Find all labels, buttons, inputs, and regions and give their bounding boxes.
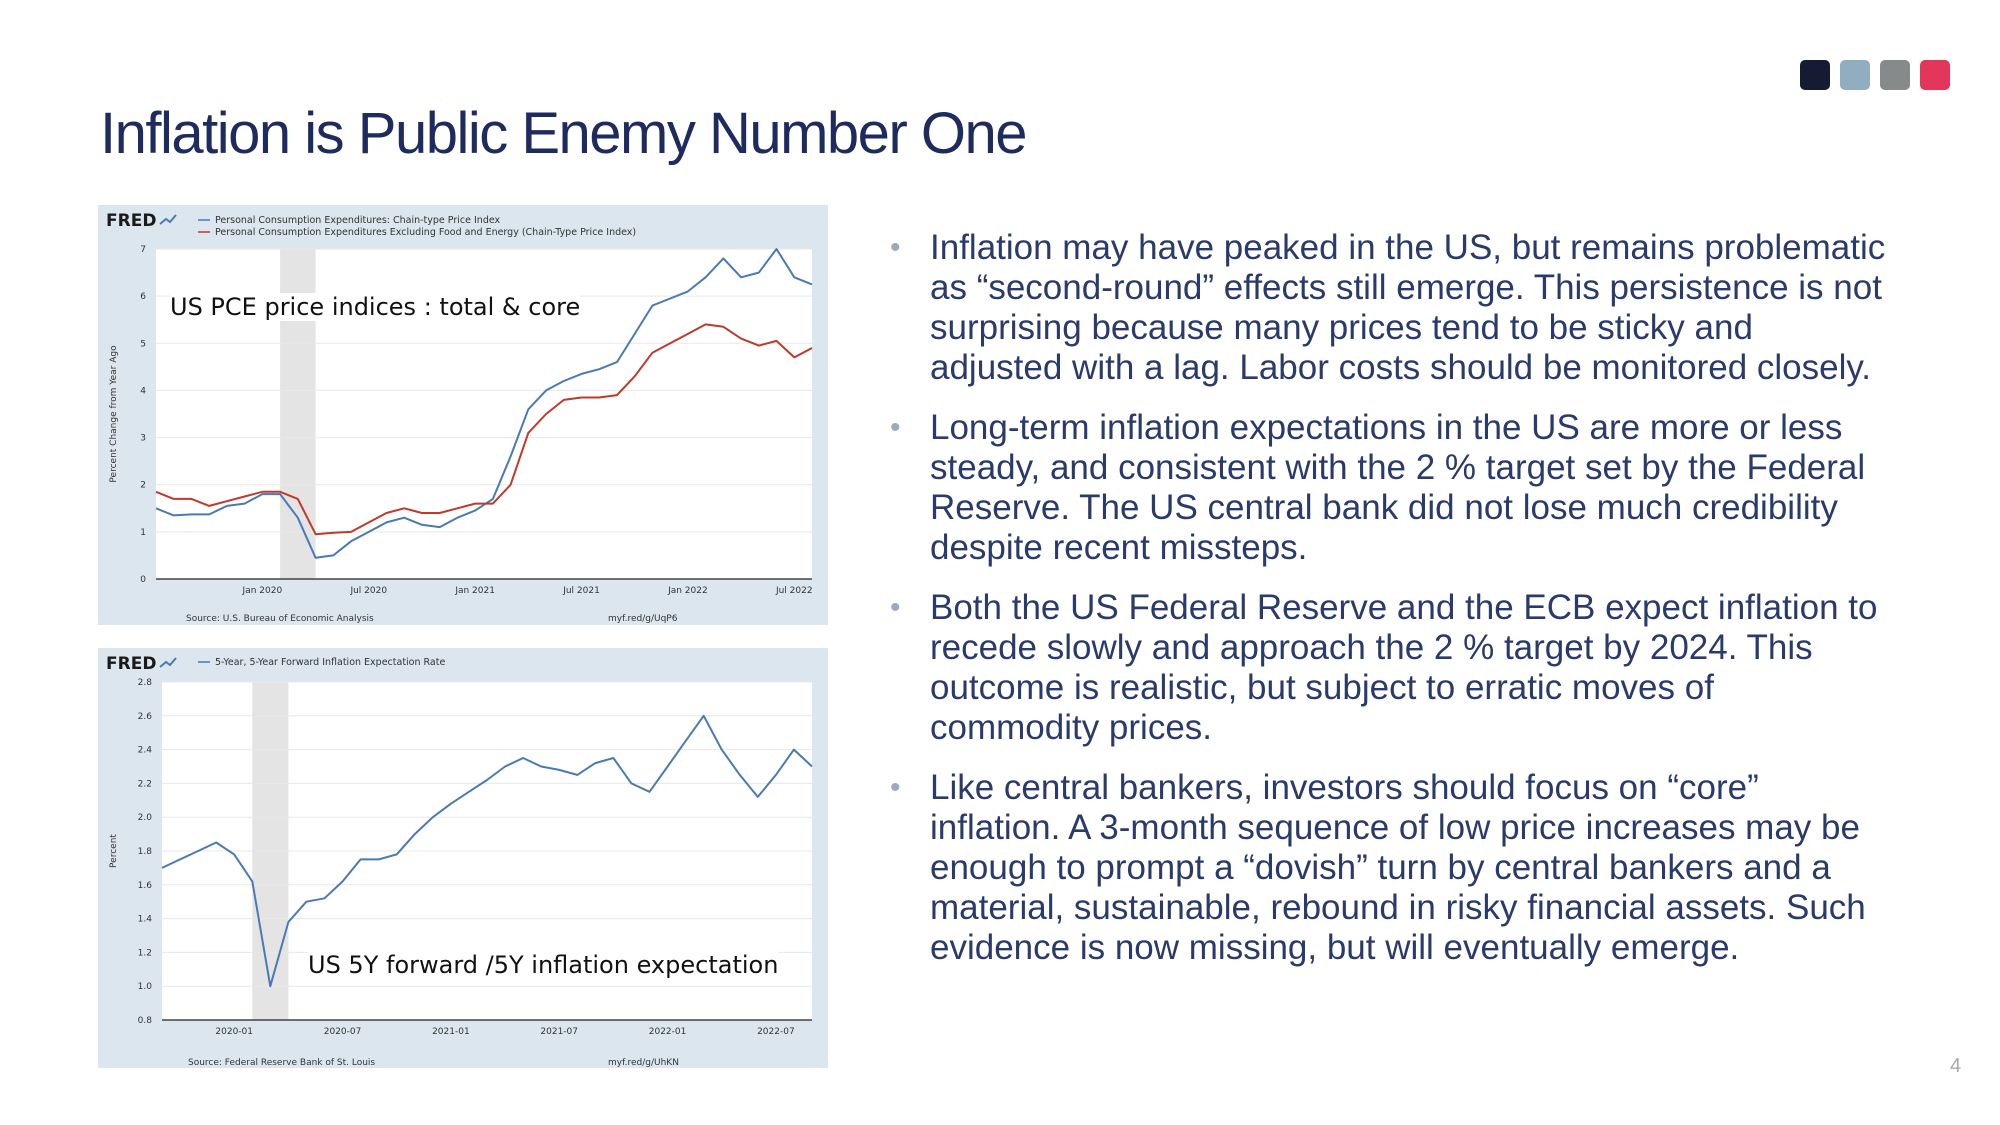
bullet-text: Like central bankers, investors should f…	[930, 768, 1866, 967]
pce-chart-legend-label: Personal Consumption Expenditures Exclud…	[215, 227, 636, 238]
inflation-expectation-chart-y-tick-label: 0.8	[138, 1016, 153, 1026]
inflation-expectation-chart-y-tick-label: 1.4	[138, 915, 153, 925]
pce-chart-x-tick-label: Jan 2022	[667, 586, 708, 596]
inflation-expectation-chart-caption: US 5Y forward /5Y inflation expectation	[308, 951, 779, 979]
pce-chart-y-tick-label: 1	[140, 528, 146, 538]
pce-chart-svg: FRED Personal Consumption Expenditures: C…	[106, 211, 813, 624]
inflation-expectation-chart-y-tick-label: 2.6	[138, 712, 153, 722]
inflation-expectation-chart-fred-logo-mark	[159, 657, 177, 668]
inflation-expectation-chart-y-tick-label: 2.8	[138, 678, 153, 688]
pce-chart-series-line-0	[155, 248, 813, 559]
inflation-expectation-chart-source: Source: Federal Reserve Bank of St. Loui…	[188, 1058, 375, 1068]
pce-chart-legend-label: Personal Consumption Expenditures: Chain…	[215, 215, 501, 226]
bullet-dot-icon: •	[890, 771, 901, 804]
pce-chart-y-tick-label: 6	[140, 292, 146, 302]
pce-chart-x-tick-label: Jan 2021	[454, 586, 495, 596]
pce-chart: FRED Personal Consumption Expenditures: C…	[98, 205, 828, 625]
inflation-expectation-chart-svg: FRED 5-Year, 5-Year Forward Inflation Exp…	[106, 654, 813, 1068]
page-number: 4	[1950, 1055, 1962, 1077]
bullet-text: Long-term inflation expectations in the …	[930, 408, 1866, 567]
bullet-text: Both the US Federal Reserve and the ECB …	[930, 588, 1878, 747]
accent-square-red	[1920, 60, 1950, 90]
pce-chart-series-line-1	[155, 323, 813, 536]
bullet-item: • Both the US Federal Reserve and the ECB…	[890, 588, 1890, 748]
bullet-text: Inflation may have peaked in the US, but…	[930, 228, 1886, 387]
bullet-item: • Inflation may have peaked in the US, bu…	[890, 228, 1890, 388]
bullet-dot-icon: •	[890, 231, 901, 264]
pce-chart-fred-logo: FRED	[106, 211, 156, 231]
inflation-expectation-chart-y-tick-label: 1.2	[138, 948, 152, 958]
inflation-expectation-chart-y-tick-label: 1.6	[138, 881, 153, 891]
inflation-expectation-chart-y-tick-label: 1.0	[138, 982, 153, 992]
inflation-expectation-chart-y-axis-label: Percent	[109, 834, 119, 868]
inflation-expectation-chart-x-tick-label: 2020-07	[324, 1027, 362, 1037]
bullet-item: • Like central bankers, investors should …	[890, 768, 1890, 968]
inflation-expectation-chart-x-tick-label: 2022-07	[757, 1027, 795, 1037]
inflation-expectation-chart-fred-logo: FRED	[106, 654, 156, 674]
pce-chart-y-axis-label: Percent Change from Year Ago	[109, 345, 119, 483]
inflation-expectation-chart-y-tick-label: 2.0	[138, 813, 153, 823]
accent-square-blue-grey	[1840, 60, 1870, 90]
accent-square-navy	[1800, 60, 1830, 90]
pce-chart-x-tick-label: Jan 2020	[242, 586, 283, 596]
bullet-dot-icon: •	[890, 411, 901, 444]
pce-chart-y-tick-label: 0	[140, 575, 146, 585]
pce-chart-caption: US PCE price indices : total & core	[170, 293, 581, 321]
pce-chart-y-tick-label: 7	[140, 245, 146, 255]
inflation-expectation-chart-x-tick-label: 2021-01	[432, 1027, 470, 1037]
pce-chart-x-tick-label: Jul 2020	[349, 586, 387, 596]
pce-chart-url: myf.red/g/UqP6	[608, 614, 678, 624]
pce-chart-x-tick-label: Jul 2022	[775, 586, 813, 596]
inflation-expectation-chart-x-tick-label: 2021-07	[540, 1027, 578, 1037]
inflation-expectation-chart-series-line-0	[161, 714, 813, 988]
inflation-expectation-chart-y-tick-label: 1.8	[138, 847, 153, 857]
accent-square-grey	[1880, 60, 1910, 90]
inflation-expectation-chart-y-tick-label: 2.4	[138, 746, 153, 756]
inflation-expectation-chart-y-tick-label: 2.2	[138, 779, 152, 789]
inflation-expectation-chart: FRED 5-Year, 5-Year Forward Inflation Exp…	[98, 648, 828, 1068]
bullet-list: • Inflation may have peaked in the US, bu…	[890, 228, 1890, 988]
pce-chart-y-tick-label: 3	[140, 434, 146, 444]
slide-title: Inflation is Public Enemy Number One	[100, 101, 1028, 166]
inflation-expectation-chart-x-tick-label: 2020-01	[215, 1027, 253, 1037]
pce-chart-y-tick-label: 4	[140, 386, 146, 396]
pce-chart-source: Source: U.S. Bureau of Economic Analysis	[186, 614, 374, 624]
accent-squares	[1800, 60, 1950, 90]
inflation-expectation-chart-legend-label: 5-Year, 5-Year Forward Inflation Expecta…	[215, 657, 445, 668]
pce-chart-y-tick-label: 2	[140, 481, 146, 491]
bullet-dot-icon: •	[890, 591, 901, 624]
pce-chart-y-tick-label: 5	[140, 339, 146, 349]
pce-chart-fred-logo-mark	[159, 214, 177, 225]
pce-chart-x-tick-label: Jul 2021	[562, 586, 600, 596]
inflation-expectation-chart-x-tick-label: 2022-01	[649, 1027, 687, 1037]
inflation-expectation-chart-url: myf.red/g/UhKN	[608, 1058, 679, 1068]
bullet-item: • Long-term inflation expectations in the…	[890, 408, 1890, 568]
